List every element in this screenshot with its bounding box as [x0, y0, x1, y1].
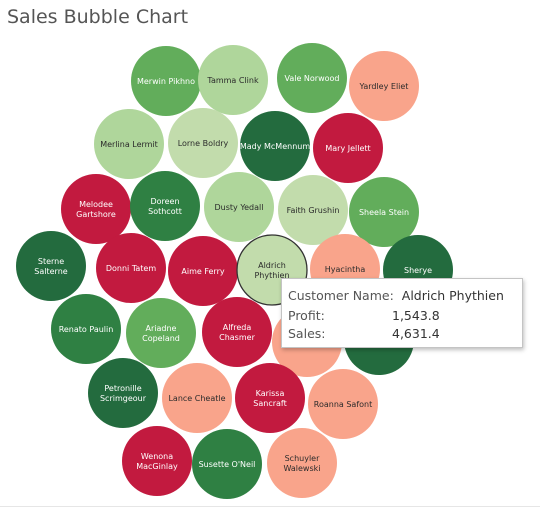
bubble-label: Alfreda: [223, 323, 252, 332]
tooltip-sales-value: 4,631.4: [392, 326, 440, 341]
bubble-dusty-yedall[interactable]: Dusty Yedall: [204, 172, 274, 242]
bubble-label: Hyacintha: [325, 265, 366, 274]
bottom-divider: [0, 506, 540, 507]
bubble-label: Dusty Yedall: [215, 203, 264, 212]
bubble-label: Faith Grushin: [287, 206, 340, 215]
bubble-label: Merwin Pikhno: [137, 77, 195, 86]
tooltip-sales-row: Sales:: [288, 326, 325, 341]
bubble-yardley-eliet[interactable]: Yardley Eliet: [349, 51, 419, 121]
tooltip-customer-row: Customer Name: Aldrich Phythien: [288, 288, 504, 303]
bubble-circle[interactable]: [130, 171, 200, 241]
bubble-label: Lorne Boldry: [178, 139, 229, 148]
tooltip-profit-label: Profit:: [288, 308, 325, 323]
bubble-susette-o-neil[interactable]: Susette O'Neil: [192, 429, 262, 499]
bubble-label: Aldrich: [258, 261, 286, 270]
bubble-label: Copeland: [142, 334, 180, 343]
bubble-vale-norwood[interactable]: Vale Norwood: [277, 43, 347, 113]
bubble-mady-mcmennum[interactable]: Mady McMennum: [240, 111, 310, 181]
bubble-label: Salterne: [34, 267, 67, 276]
bubble-label: Merlina Lermit: [100, 140, 158, 149]
bubble-label: Lance Cheatle: [168, 394, 225, 403]
bubble-label: Sterne: [38, 257, 64, 266]
bubble-faith-grushin[interactable]: Faith Grushin: [278, 175, 348, 245]
bubble-label: Sherye: [404, 266, 432, 275]
tooltip-profit-row: Profit:: [288, 308, 325, 323]
bubble-label: Aime Ferry: [181, 267, 224, 276]
bubble-circle[interactable]: [122, 426, 192, 496]
bubble-label: Sancraft: [253, 399, 286, 408]
bubble-donni-tatem[interactable]: Donni Tatem: [96, 233, 166, 303]
tooltip-customer-value: Aldrich Phythien: [402, 288, 504, 303]
bubble-label: Schuyler: [285, 454, 320, 463]
bubble-label: Doreen: [150, 197, 179, 206]
bubble-label: MacGinlay: [136, 462, 178, 471]
bubble-circle[interactable]: [126, 298, 196, 368]
bubble-circle[interactable]: [235, 363, 305, 433]
bubble-label: Karissa: [256, 389, 285, 398]
tooltip-customer-label: Customer Name:: [288, 288, 394, 303]
bubble-label: Yardley Eliet: [359, 82, 409, 91]
bubble-label: Renato Paulin: [59, 325, 114, 334]
bubble-circle[interactable]: [88, 358, 158, 428]
bubble-lorne-boldry[interactable]: Lorne Boldry: [168, 108, 238, 178]
bubble-label: Mady McMennum: [240, 142, 310, 151]
bubble-label: Tamma Clink: [206, 76, 259, 85]
bubble-merwin-pikhno[interactable]: Merwin Pikhno: [131, 46, 201, 116]
bubble-circle[interactable]: [202, 297, 272, 367]
bubble-label: Chasmer: [219, 333, 255, 342]
bubble-label: Sheela Stein: [359, 208, 409, 217]
bubble-circle[interactable]: [267, 428, 337, 498]
bubble-circle[interactable]: [61, 174, 131, 244]
bubble-label: Walewski: [283, 464, 320, 473]
bubble-label: Sothcott: [148, 207, 182, 216]
bubble-label: Ariadne: [146, 324, 177, 333]
bubble-aime-ferry[interactable]: Aime Ferry: [168, 236, 238, 306]
bubble-label: Wenona: [141, 452, 173, 461]
bubble-lance-cheatle[interactable]: Lance Cheatle: [162, 363, 232, 433]
tooltip-profit-value: 1,543.8: [392, 308, 440, 323]
bubble-label: Petronille: [104, 384, 141, 393]
tooltip: Customer Name: Aldrich Phythien Profit: …: [281, 278, 523, 348]
bubble-label: Roanna Safont: [314, 400, 372, 409]
bubble-label: Gartshore: [76, 210, 116, 219]
bubble-label: Scrimgeour: [100, 394, 147, 403]
bubble-mary-jellett[interactable]: Mary Jellett: [313, 113, 383, 183]
bubble-label: Donni Tatem: [106, 264, 156, 273]
bubble-roanna-safont[interactable]: Roanna Safont: [308, 369, 378, 439]
bubble-renato-paulin[interactable]: Renato Paulin: [51, 294, 121, 364]
bubble-merlina-lermit[interactable]: Merlina Lermit: [94, 109, 164, 179]
bubble-label: Susette O'Neil: [199, 460, 256, 469]
bubble-label: Vale Norwood: [284, 74, 339, 83]
tooltip-sales-label: Sales:: [288, 326, 325, 341]
bubble-tamma-clink[interactable]: Tamma Clink: [198, 45, 268, 115]
bubble-label: Melodee: [79, 200, 113, 209]
bubble-label: Mary Jellett: [325, 144, 370, 153]
bubble-circle[interactable]: [16, 231, 86, 301]
